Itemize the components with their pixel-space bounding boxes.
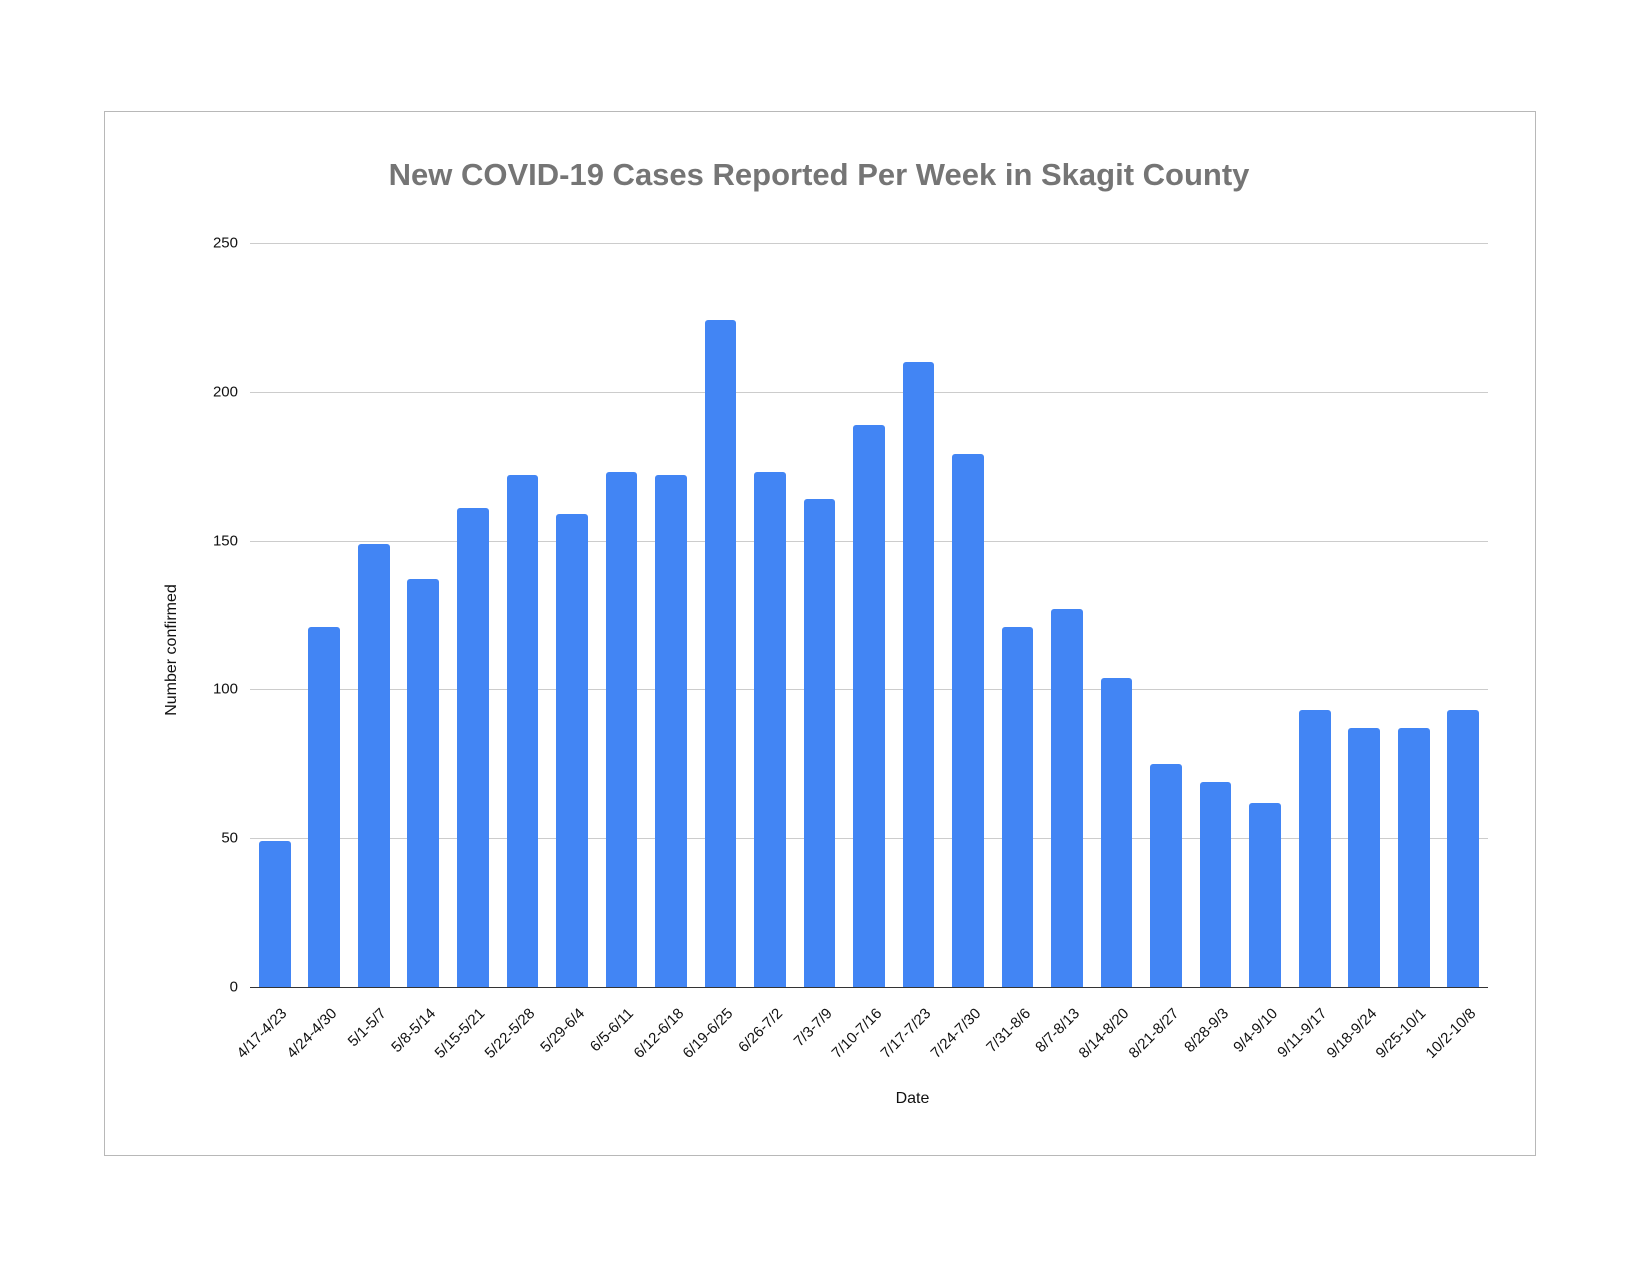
bar <box>853 424 885 987</box>
gridline <box>250 987 1488 988</box>
bar <box>407 579 440 987</box>
y-tick-label: 0 <box>229 978 238 996</box>
chart-title: New COVID-19 Cases Reported Per Week in … <box>388 157 1250 192</box>
bar <box>1348 728 1381 987</box>
bar <box>704 320 737 987</box>
plot-area <box>250 243 1488 988</box>
y-tick-label: 150 <box>212 532 238 550</box>
bar <box>357 543 390 987</box>
bar <box>803 498 836 987</box>
y-tick-label: 200 <box>212 383 238 401</box>
bar <box>754 472 786 987</box>
bar <box>605 472 638 987</box>
gridline <box>250 391 1488 393</box>
bar <box>308 626 341 987</box>
x-axis-label: Date <box>895 1090 930 1107</box>
y-tick-label: 50 <box>221 829 238 847</box>
bar <box>456 507 489 987</box>
bar <box>1100 677 1133 987</box>
bar <box>556 513 588 987</box>
gridline <box>250 243 1488 244</box>
y-tick-label: 250 <box>212 234 238 252</box>
bar <box>655 475 687 987</box>
bar <box>952 454 984 987</box>
bar <box>1001 626 1034 987</box>
bar <box>1150 763 1182 987</box>
bar <box>1447 710 1480 987</box>
bar <box>1397 728 1430 987</box>
bar <box>902 362 935 987</box>
bar <box>1298 710 1331 987</box>
bar <box>1051 609 1083 987</box>
bar <box>506 475 539 987</box>
y-tick-label: 100 <box>212 680 238 698</box>
bar <box>258 841 291 987</box>
bar <box>1249 802 1281 987</box>
bar <box>1199 781 1232 987</box>
